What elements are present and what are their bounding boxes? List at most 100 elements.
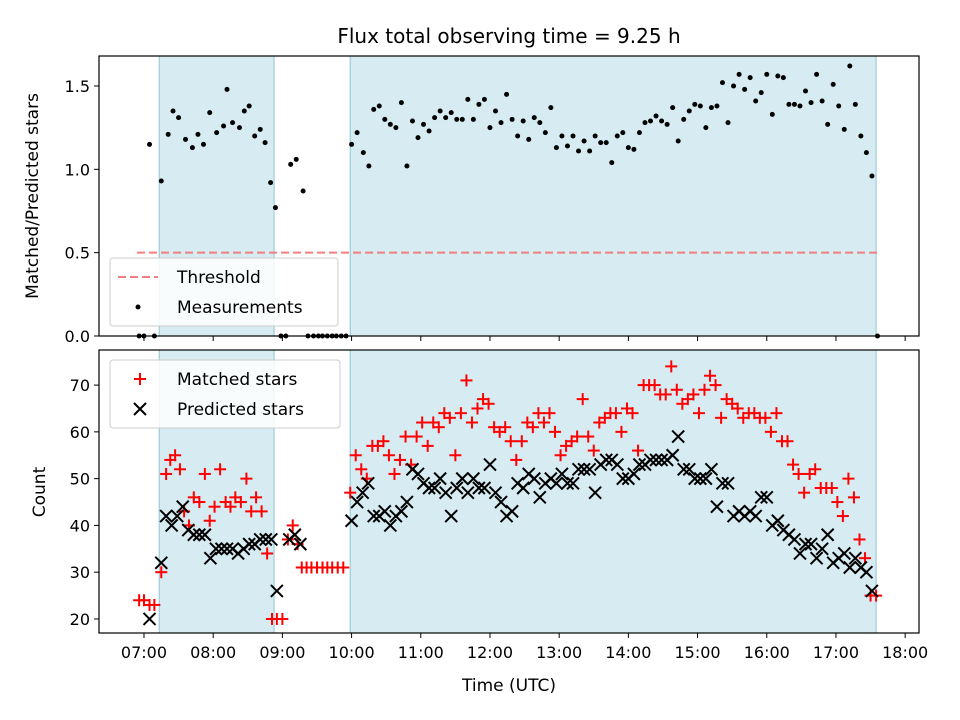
predicted-star-point (804, 537, 818, 551)
predicted-star-point (142, 612, 157, 626)
measurement-point (559, 133, 565, 139)
predicted-star-point (378, 504, 392, 519)
measurement-point (230, 120, 236, 126)
predicted-star-point (214, 542, 229, 556)
matched-star-point (208, 500, 221, 513)
matched-star-point (482, 397, 495, 410)
measurement-point (176, 115, 182, 121)
measurement-point (830, 81, 836, 87)
bottom-x-tick-label: 14:00 (605, 643, 651, 662)
predicted-star-point (549, 476, 564, 491)
matched-star-point (399, 430, 412, 443)
measurement-point (200, 141, 206, 147)
top-panel: 0.0 0.5 1.0 1.5 Matched/Predicted stars Thr… (23, 55, 920, 346)
predicted-star-point (787, 532, 802, 547)
matched-star-point (549, 425, 562, 438)
matched-star-point (250, 491, 263, 504)
predicted-star-point (505, 504, 519, 519)
bottom-x-tick-label: 18:00 (882, 643, 928, 662)
matched-star-point (626, 407, 639, 420)
bottom-y-ticks: 20 30 40 50 60 70 (70, 376, 99, 629)
matched-star-point (245, 505, 258, 518)
bottom-x-tick-label: 10:00 (329, 643, 375, 662)
measurement-point (653, 113, 659, 119)
matched-star-point (715, 411, 728, 424)
matched-star-point (615, 425, 628, 438)
measurement-point (520, 118, 526, 124)
measurement-point (548, 105, 554, 111)
bottom-panel: 20 30 40 50 60 70 07:00 08:00 09:00 10:00 11:00 12… (30, 349, 928, 696)
predicted-star-point (809, 551, 824, 565)
matched-star-point (155, 566, 168, 579)
measurement-point (686, 108, 692, 114)
matched-star-point (421, 439, 434, 452)
matched-star-point (853, 533, 866, 546)
measurement-point (376, 103, 382, 109)
measurement-point (825, 121, 831, 127)
matched-star-point (255, 505, 268, 518)
measurement-point (236, 125, 242, 131)
measurement-point (268, 180, 274, 186)
measurement-point (869, 173, 875, 179)
predicted-star-point (688, 471, 702, 486)
measurement-point (437, 108, 443, 114)
bottom-x-ticks: 07:00 08:00 09:00 10:00 11:00 12:00 13:00 14:00… (121, 633, 928, 662)
predicted-stars-legend-label: Predicted stars (177, 400, 304, 420)
measurement-point (393, 125, 399, 131)
matched-star-point (234, 496, 247, 509)
matched-star-point (759, 411, 772, 424)
measurements-legend-label: Measurements (177, 298, 303, 318)
predicted-star-point (264, 532, 279, 547)
predicted-star-point (367, 509, 381, 523)
matched-star-point (692, 407, 705, 420)
matched-star-point (554, 449, 567, 462)
matched-star-point (499, 421, 512, 434)
top-y-tick-label: 0.5 (65, 244, 90, 263)
predicted-star-point (771, 514, 785, 528)
chart-title: Flux total observing time = 9.25 h (337, 24, 680, 48)
measurement-point (786, 101, 792, 107)
predicted-star-point (450, 481, 464, 495)
measurement-point (553, 145, 559, 151)
matched-star-point (510, 453, 523, 466)
matched-star-point (454, 407, 467, 420)
measurement-point (769, 111, 775, 117)
measurement-point (648, 118, 654, 124)
matched-star-point (670, 383, 683, 396)
matched-star-point (831, 496, 844, 509)
matched-stars-legend-label: Matched stars (177, 370, 297, 390)
predicted-star-point (433, 471, 447, 486)
predicted-star-point (472, 481, 486, 495)
measurement-point (631, 146, 637, 152)
measurement-point (481, 96, 487, 102)
measurement-point (470, 116, 476, 122)
measurement-point (642, 120, 648, 126)
measurement-point (775, 73, 781, 79)
bottom-x-tick-label: 12:00 (467, 643, 513, 662)
bottom-x-tick-label: 17:00 (813, 643, 859, 662)
measurement-point (675, 138, 681, 144)
predicted-star-point (671, 429, 685, 444)
matched-star-point (160, 467, 173, 480)
measurement-point (366, 163, 372, 169)
predicted-star-point (394, 504, 409, 519)
predicted-star-point (253, 532, 267, 547)
matched-star-point (337, 561, 350, 574)
predicted-star-point (793, 546, 807, 561)
matched-star-point (355, 463, 368, 476)
measurement-point (387, 121, 393, 127)
measurement-point (443, 115, 449, 121)
measurement-point (246, 103, 252, 109)
top-y-axis-label: Matched/Predicted stars (23, 93, 43, 299)
predicted-star-point (383, 518, 398, 533)
predicted-star-point (555, 467, 569, 481)
measurement-point (681, 116, 687, 122)
predicted-star-point (533, 490, 547, 505)
measurement-point (354, 130, 360, 136)
measurement-point (592, 133, 598, 139)
top-panel-frame (98, 55, 920, 337)
threshold-legend-label: Threshold (176, 268, 261, 288)
matched-star-point (787, 458, 800, 471)
measurement-point (814, 71, 820, 77)
predicted-star-point (192, 528, 207, 542)
